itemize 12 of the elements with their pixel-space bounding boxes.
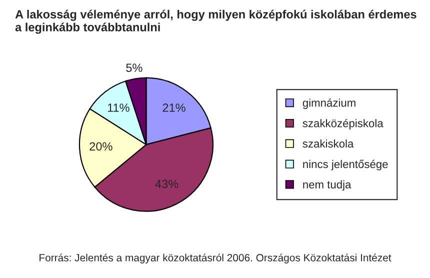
data-label: 11% xyxy=(108,104,130,112)
legend-label: szakiskola xyxy=(302,139,354,148)
text: Forrás: Jelentés a magyar közoktatásról 2006. Országos Közoktatási Intézet xyxy=(40,254,392,264)
data-label: 20% xyxy=(90,142,112,151)
legend-label: gimnázium xyxy=(302,98,356,109)
legend-label: szakközépiskola xyxy=(302,118,384,130)
chart-title: A lakosság véleménye arról, hogy milyen középfokú iskolában érdemes a leginkább továbbtanulni xyxy=(15,10,416,34)
legend-label: nincs jelentősége xyxy=(303,160,388,170)
legend-label: nem tudja xyxy=(303,180,352,191)
data-label: 5% xyxy=(126,64,142,72)
data-label: 43% xyxy=(155,180,178,188)
data-label: 21% xyxy=(162,104,186,112)
